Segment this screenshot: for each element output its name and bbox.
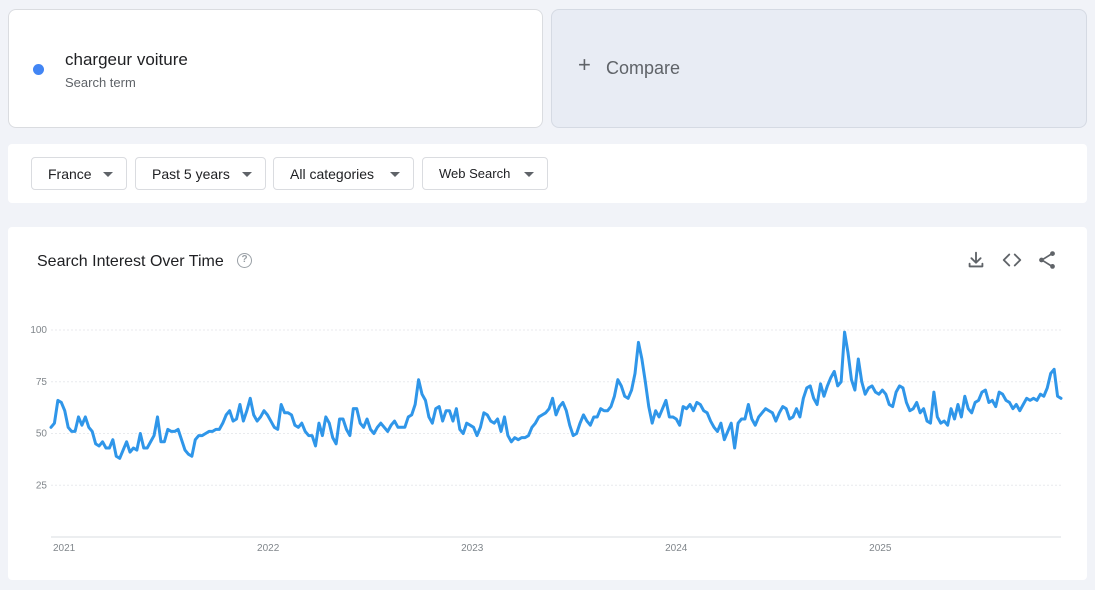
search-type-dropdown-label: Web Search — [439, 166, 511, 181]
caret-down-icon — [524, 172, 534, 177]
search-term-sublabel: Search term — [65, 75, 136, 90]
line-chart: 100 75 50 25 2021 2022 2023 2024 2025 — [30, 325, 1063, 554]
x-tick-label: 2021 — [53, 543, 76, 554]
x-tick-label: 2024 — [665, 543, 688, 554]
x-tick-label: 2022 — [257, 543, 280, 554]
x-tick-label: 2025 — [869, 543, 892, 554]
download-icon[interactable] — [965, 249, 987, 271]
series-line-0 — [49, 330, 1063, 460]
caret-down-icon — [390, 172, 400, 177]
region-dropdown-label: France — [48, 165, 92, 182]
filter-bar: France Past 5 years All categories Web S… — [8, 144, 1087, 203]
search-term-name[interactable]: chargeur voiture — [65, 50, 188, 69]
chart-title: Search Interest Over Time — [37, 253, 224, 270]
help-circle-icon[interactable]: ? — [237, 253, 252, 268]
category-dropdown[interactable]: All categories — [273, 157, 414, 190]
series-color-dot — [33, 64, 44, 75]
embed-code-icon[interactable] — [1001, 249, 1023, 271]
plus-icon: + — [578, 52, 591, 77]
x-tick-label: 2023 — [461, 543, 484, 554]
caret-down-icon — [103, 172, 113, 177]
y-tick-label: 50 — [36, 429, 48, 440]
category-dropdown-label: All categories — [290, 165, 375, 182]
caret-down-icon — [242, 172, 252, 177]
compare-button[interactable]: + Compare — [551, 9, 1087, 128]
region-dropdown[interactable]: France — [31, 157, 127, 190]
interest-over-time-card: Search Interest Over Time ? 100 75 50 25 202… — [8, 227, 1087, 580]
y-tick-label: 25 — [36, 480, 48, 491]
share-icon[interactable] — [1036, 249, 1058, 271]
compare-label: Compare — [606, 58, 681, 78]
search-type-dropdown[interactable]: Web Search — [422, 157, 548, 190]
time-range-dropdown[interactable]: Past 5 years — [135, 157, 266, 190]
y-tick-label: 75 — [36, 377, 48, 388]
search-term-card[interactable]: chargeur voiture Search term — [8, 9, 543, 128]
time-range-dropdown-label: Past 5 years — [152, 165, 230, 182]
y-tick-label: 100 — [30, 325, 47, 336]
